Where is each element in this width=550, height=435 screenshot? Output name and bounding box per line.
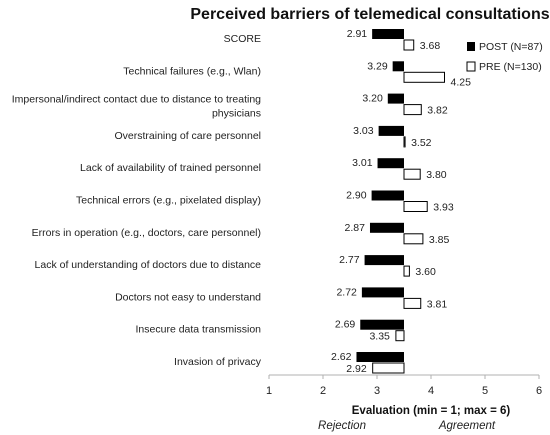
- category-label-line: Overstraining of care personnel: [115, 130, 262, 142]
- annotation-rejection: Rejection: [318, 420, 366, 432]
- category-label: SCORE: [224, 33, 261, 45]
- value-label-pre: 3.81: [427, 298, 448, 310]
- category-label: Technical errors (e.g., pixelated displa…: [76, 195, 261, 207]
- category-label-line: Technical failures (e.g., Wlan): [123, 65, 261, 77]
- legend-label-pre: PRE (N=130): [479, 61, 542, 73]
- bar-post: [369, 222, 404, 233]
- bar-pre: [403, 71, 445, 83]
- bar-post: [371, 190, 404, 201]
- bar-pre: [403, 104, 422, 116]
- bar-pre: [403, 201, 428, 212]
- value-label-pre: 3.82: [427, 105, 448, 117]
- category-label-line: physicians: [212, 108, 261, 120]
- category-label-line: SCORE: [224, 33, 261, 45]
- value-label-post: 2.62: [331, 351, 352, 363]
- value-label-post: 2.87: [345, 222, 366, 234]
- category-label: Lack of availability of trained personne…: [80, 162, 261, 174]
- value-label-post: 2.77: [339, 254, 360, 266]
- bar-post: [361, 287, 404, 298]
- value-label-pre: 3.93: [433, 202, 454, 214]
- category-label-line: Doctors not easy to understand: [115, 291, 261, 303]
- chart-title: Perceived barriers of telemedical consul…: [190, 6, 549, 23]
- category-label-line: Impersonal/indirect contact due to dista…: [12, 94, 261, 106]
- bar-post: [377, 158, 404, 169]
- value-label-pre: 3.35: [369, 331, 390, 343]
- category-label: Technical failures (e.g., Wlan): [123, 65, 261, 77]
- bar-post: [387, 93, 404, 104]
- bar-pre: [403, 168, 421, 180]
- value-label-post: 3.20: [362, 93, 383, 105]
- bar-pre: [403, 39, 415, 51]
- x-axis-label: Evaluation (min = 1; max = 6): [352, 405, 511, 417]
- bar-pre: [403, 265, 410, 277]
- value-label-post: 3.03: [353, 125, 374, 137]
- value-label-post: 2.69: [335, 319, 356, 331]
- value-label-pre: 3.80: [426, 169, 447, 181]
- category-label: Lack of understanding of doctors due to …: [35, 259, 262, 271]
- category-label: Invasion of privacy: [174, 356, 262, 368]
- value-label-post: 3.01: [352, 157, 373, 169]
- legend: POST (N=87) PRE (N=130): [466, 41, 543, 73]
- bar-post: [364, 255, 404, 266]
- category-label: Impersonal/indirect contact due to dista…: [12, 94, 261, 120]
- bar-post: [372, 29, 404, 39]
- value-label-pre: 2.92: [346, 363, 367, 375]
- value-label-post: 2.90: [346, 190, 367, 202]
- category-label: Errors in operation (e.g., doctors, care…: [32, 227, 261, 239]
- category-label-line: Technical errors (e.g., pixelated displa…: [76, 195, 261, 207]
- legend-swatch-pre: [466, 61, 476, 72]
- x-tick-label: 2: [320, 385, 326, 397]
- bar-pre: [403, 297, 422, 309]
- category-label-line: Invasion of privacy: [174, 356, 262, 368]
- annotation-agreement: Agreement: [438, 420, 496, 432]
- value-label-post: 2.72: [336, 286, 357, 298]
- bar-post: [378, 125, 404, 136]
- bar-post: [360, 319, 404, 330]
- x-tick-label: 4: [428, 385, 434, 397]
- value-label-post: 2.91: [347, 28, 368, 40]
- value-label-pre: 3.68: [420, 40, 441, 52]
- category-label-line: Lack of understanding of doctors due to …: [35, 259, 262, 271]
- category-label-line: Lack of availability of trained personne…: [80, 162, 261, 174]
- x-tick-label: 3: [374, 385, 380, 397]
- value-label-pre: 3.52: [411, 137, 432, 149]
- value-label-pre: 4.25: [451, 76, 472, 88]
- x-tick-label: 5: [482, 385, 488, 397]
- value-label-pre: 3.60: [415, 266, 436, 278]
- bar-pre: [403, 233, 424, 245]
- category-label: Insecure data transmission: [136, 324, 262, 336]
- x-tick-label: 6: [536, 385, 542, 397]
- bar-pre: [372, 362, 405, 374]
- category-label-line: Insecure data transmission: [136, 324, 262, 336]
- value-label-pre: 3.85: [429, 234, 450, 246]
- category-label: Doctors not easy to understand: [115, 291, 261, 303]
- bar-pre: [403, 136, 406, 148]
- bar-post: [392, 61, 404, 72]
- value-label-post: 3.29: [367, 60, 388, 72]
- category-label-line: Errors in operation (e.g., doctors, care…: [32, 227, 261, 239]
- plot-area: 1 2 3 4 5 6 SCORE 2.91 3.68 Technical failures (e…: [12, 28, 542, 397]
- bar-pre: [395, 330, 405, 342]
- legend-swatch-post: [467, 42, 475, 51]
- bar-post: [356, 352, 404, 362]
- legend-label-post: POST (N=87): [479, 41, 543, 53]
- x-tick-label: 1: [266, 385, 272, 397]
- category-label: Overstraining of care personnel: [115, 130, 262, 142]
